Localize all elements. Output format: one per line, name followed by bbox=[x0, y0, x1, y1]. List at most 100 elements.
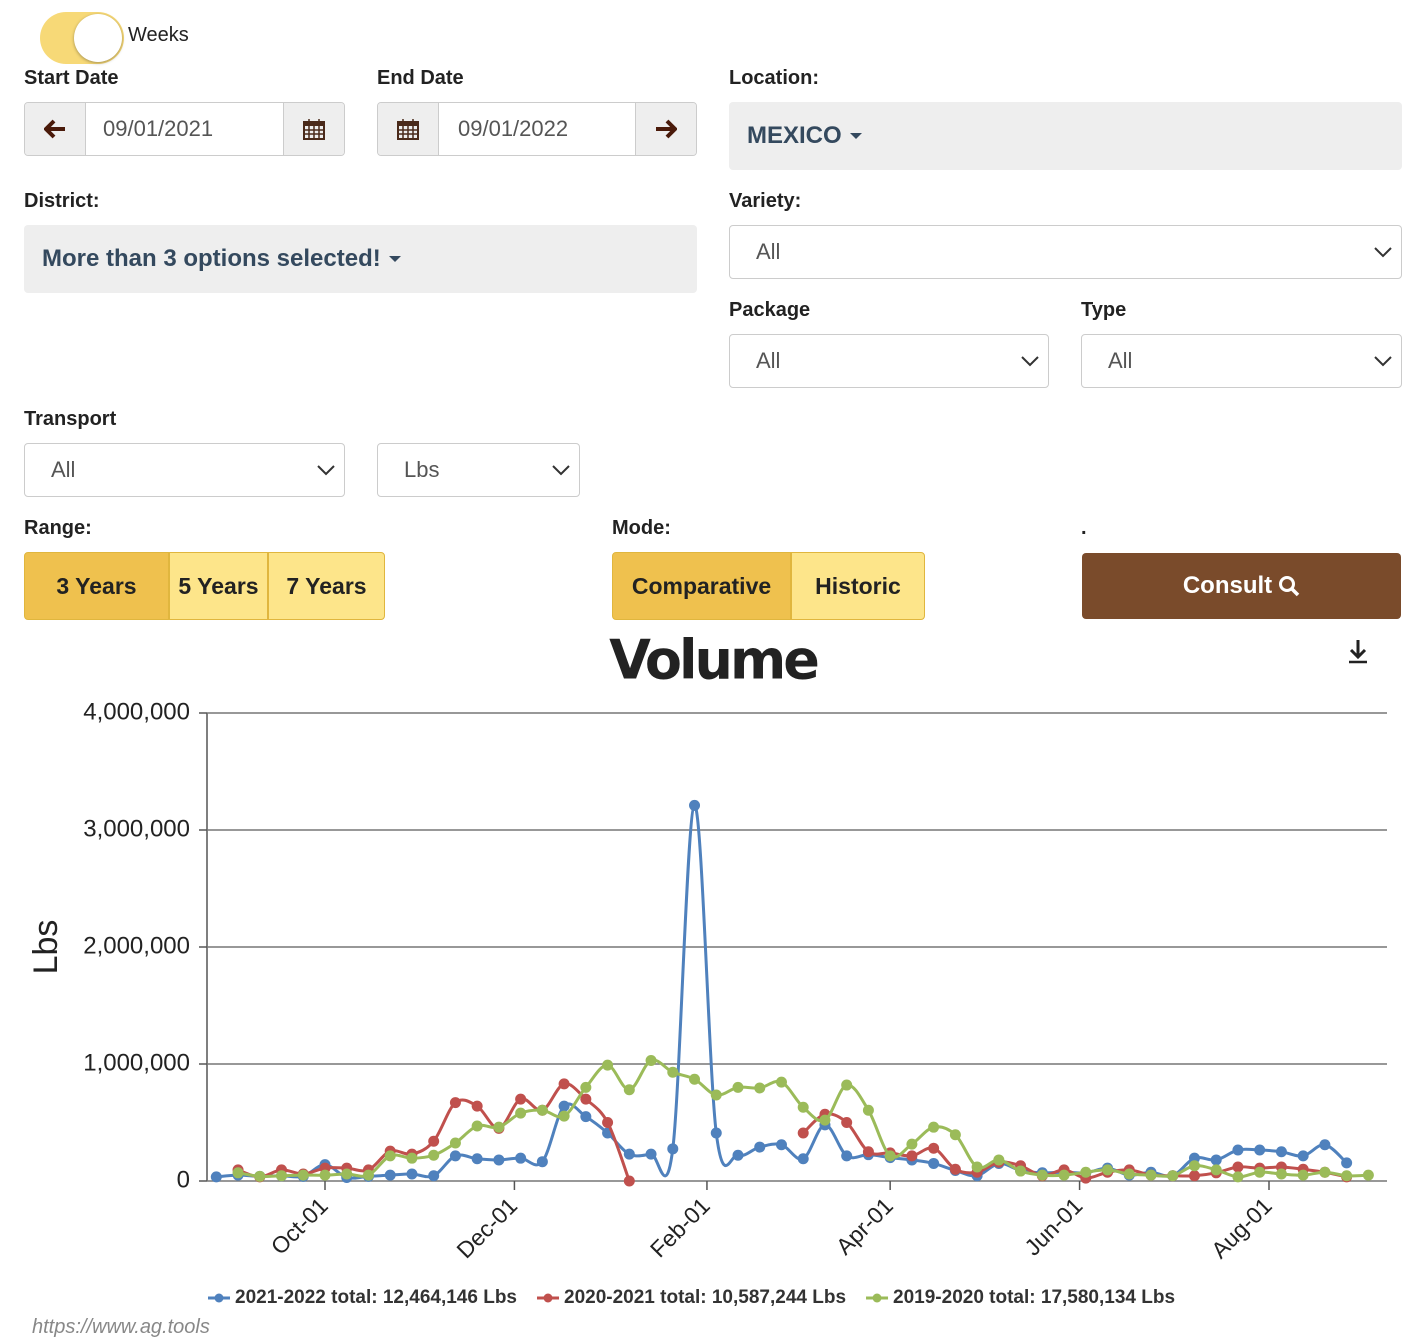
data-point bbox=[667, 1066, 679, 1078]
data-point bbox=[645, 1148, 657, 1160]
data-point bbox=[1232, 1161, 1244, 1173]
end-date-group: 09/01/2022 bbox=[377, 102, 697, 156]
data-point bbox=[406, 1152, 418, 1164]
data-point bbox=[406, 1168, 418, 1180]
data-point bbox=[1275, 1146, 1287, 1158]
data-point bbox=[689, 799, 701, 811]
data-point bbox=[384, 1150, 396, 1162]
weeks-toggle[interactable] bbox=[40, 12, 124, 64]
data-point bbox=[732, 1149, 744, 1161]
x-tick-label: Jun-01 bbox=[1019, 1192, 1087, 1260]
consult-button[interactable]: Consult bbox=[1082, 553, 1401, 619]
data-point bbox=[536, 1104, 548, 1116]
data-point bbox=[254, 1170, 266, 1182]
data-point bbox=[1232, 1144, 1244, 1156]
data-point bbox=[319, 1169, 331, 1181]
package-value: All bbox=[756, 348, 781, 373]
mode-button[interactable]: Historic bbox=[791, 552, 925, 620]
data-point bbox=[754, 1141, 766, 1153]
data-point bbox=[710, 1089, 722, 1101]
mode-option: Historic bbox=[815, 572, 901, 599]
mode-button[interactable]: Comparative bbox=[612, 552, 791, 620]
range-label: Range: bbox=[24, 517, 92, 539]
data-point bbox=[928, 1142, 940, 1154]
data-point bbox=[1341, 1170, 1353, 1182]
data-point bbox=[623, 1148, 635, 1160]
data-point bbox=[558, 1100, 570, 1112]
data-point bbox=[949, 1163, 961, 1175]
download-button[interactable] bbox=[1349, 640, 1367, 664]
data-point bbox=[515, 1107, 527, 1119]
data-point bbox=[493, 1154, 505, 1166]
calendar-button[interactable] bbox=[378, 103, 439, 155]
package-select[interactable]: All bbox=[729, 334, 1049, 388]
transport-select[interactable]: All bbox=[24, 443, 345, 497]
data-point bbox=[754, 1082, 766, 1094]
range-button[interactable]: 7 Years bbox=[268, 552, 385, 620]
data-point bbox=[449, 1137, 461, 1149]
chevron-icon bbox=[1374, 356, 1392, 367]
data-point bbox=[1188, 1160, 1200, 1172]
variety-select[interactable]: All bbox=[729, 225, 1402, 279]
data-point bbox=[841, 1117, 853, 1128]
variety-value: All bbox=[756, 239, 781, 264]
consult-label: . bbox=[1081, 517, 1087, 539]
data-point bbox=[819, 1114, 831, 1126]
next-button[interactable] bbox=[635, 103, 696, 155]
data-point bbox=[775, 1076, 787, 1088]
transport-label: Transport bbox=[24, 408, 117, 430]
data-point bbox=[471, 1120, 483, 1132]
prev-button[interactable] bbox=[25, 103, 86, 155]
data-point bbox=[1188, 1152, 1200, 1164]
x-tick-label: Apr-01 bbox=[831, 1192, 898, 1259]
data-point bbox=[428, 1135, 440, 1147]
data-point bbox=[210, 1171, 222, 1183]
data-point bbox=[797, 1127, 809, 1139]
data-point bbox=[1254, 1144, 1266, 1156]
end-date-input[interactable]: 09/01/2022 bbox=[458, 103, 568, 155]
location-select[interactable]: MEXICO bbox=[729, 102, 1402, 170]
data-point bbox=[1080, 1166, 1092, 1178]
data-point bbox=[232, 1167, 244, 1179]
range-button[interactable]: 5 Years bbox=[169, 552, 268, 620]
x-tick-label: Aug-01 bbox=[1206, 1192, 1277, 1263]
chevron-icon bbox=[1021, 356, 1039, 367]
caret-icon bbox=[388, 256, 401, 262]
unit-select[interactable]: Lbs bbox=[377, 443, 580, 497]
data-point bbox=[449, 1097, 461, 1109]
data-point bbox=[906, 1138, 918, 1150]
data-point bbox=[928, 1157, 940, 1169]
data-point bbox=[515, 1093, 527, 1105]
data-point bbox=[667, 1143, 679, 1155]
data-point bbox=[732, 1081, 744, 1093]
district-select[interactable]: More than 3 options selected! bbox=[24, 225, 697, 293]
start-date-label: Start Date bbox=[24, 67, 119, 89]
y-tick-label: 2,000,000 bbox=[83, 932, 190, 959]
data-point bbox=[428, 1170, 440, 1182]
calendar-button[interactable] bbox=[283, 103, 344, 155]
data-point bbox=[797, 1153, 809, 1165]
data-point bbox=[558, 1110, 570, 1122]
footer-url: https://www.ag.tools bbox=[32, 1316, 210, 1338]
search-icon bbox=[1279, 576, 1300, 597]
data-point bbox=[580, 1093, 592, 1105]
data-point bbox=[1036, 1169, 1048, 1181]
data-point bbox=[841, 1079, 853, 1091]
package-label: Package bbox=[729, 299, 811, 321]
data-point bbox=[1210, 1154, 1222, 1166]
data-point bbox=[797, 1101, 809, 1113]
x-tick-label: Oct-01 bbox=[266, 1192, 333, 1259]
legend-symbol bbox=[214, 1293, 224, 1303]
data-point bbox=[1319, 1166, 1331, 1178]
range-button[interactable]: 3 Years bbox=[24, 552, 169, 620]
arrow-left-icon bbox=[44, 119, 65, 139]
data-point bbox=[536, 1156, 548, 1168]
data-point bbox=[689, 1073, 701, 1085]
data-point bbox=[928, 1121, 940, 1133]
type-select[interactable]: All bbox=[1081, 334, 1402, 388]
data-point bbox=[1015, 1165, 1027, 1177]
start-date-input[interactable]: 09/01/2021 bbox=[103, 103, 213, 155]
data-point bbox=[558, 1078, 570, 1090]
